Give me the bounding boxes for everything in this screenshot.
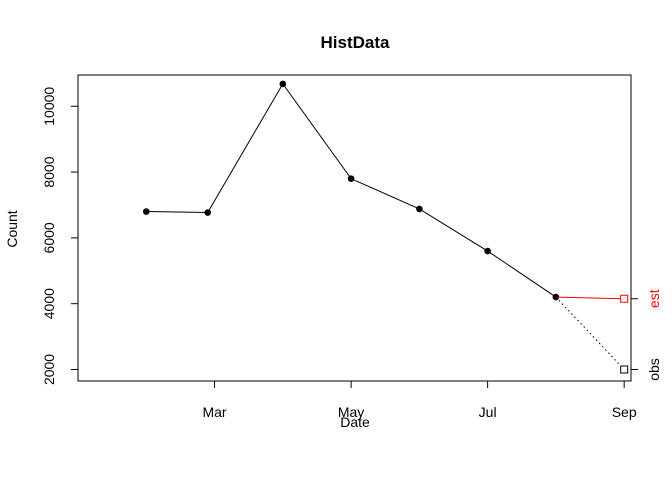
- data-point: [416, 205, 423, 213]
- x-axis: Mar May Jul Sep: [202, 380, 637, 420]
- y-tick-label: 6000: [41, 222, 57, 253]
- y-axis-label: Count: [4, 210, 20, 247]
- observed-label: obs: [646, 358, 662, 381]
- x-tick-label: Sep: [612, 404, 637, 420]
- chart-title: HistData: [321, 33, 391, 52]
- y-tick-label: 4000: [41, 288, 57, 319]
- data-point: [484, 247, 491, 255]
- estimate-label: est: [646, 289, 662, 308]
- data-point: [204, 209, 212, 216]
- right-axis: est obs: [631, 289, 662, 381]
- observed-line: [555, 296, 625, 370]
- x-axis-label: Date: [340, 414, 370, 430]
- y-axis: 2000 4000 6000 8000 10000: [41, 87, 79, 385]
- x-tick-label: May: [338, 404, 364, 420]
- observed-point: [620, 365, 629, 374]
- x-tick-label: Mar: [202, 404, 226, 420]
- series-line: [146, 82, 557, 298]
- y-tick-label: 8000: [41, 156, 57, 187]
- data-point: [279, 80, 287, 88]
- estimate-point: [620, 294, 629, 303]
- estimate-line: [555, 296, 625, 300]
- plot-box: [77, 74, 632, 382]
- y-tick-label: 2000: [41, 354, 57, 385]
- data-point: [142, 208, 150, 215]
- x-tick-label: Jul: [479, 404, 497, 420]
- y-tick-label: 10000: [41, 87, 57, 126]
- series-layer: [142, 80, 629, 374]
- data-point: [347, 175, 355, 182]
